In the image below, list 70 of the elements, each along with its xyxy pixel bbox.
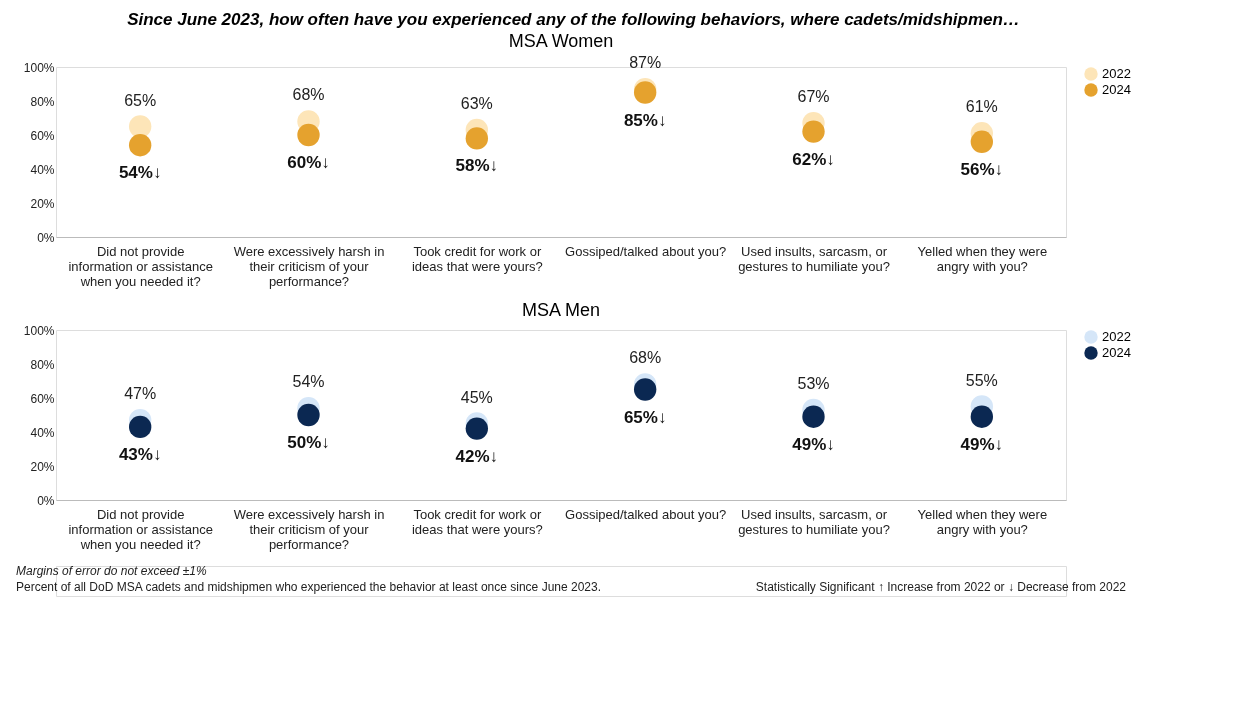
x-tick-label: Were excessively harsh in their criticism of your performance? (233, 243, 385, 289)
legend-label: 2022 (1102, 329, 1131, 344)
x-tick-label: Were excessively harsh in their criticism of your performance? (233, 506, 385, 552)
y-tick-label: 0% (37, 230, 55, 245)
data-label: 54% (292, 373, 325, 391)
point (128, 115, 152, 138)
y-tick-label: 100% (23, 323, 55, 338)
data-label: 68% (292, 86, 325, 104)
data-label: 60%↓ (287, 153, 330, 172)
data-label: 63% (460, 94, 493, 112)
data-label: 87% (629, 54, 662, 72)
y-tick-label: 60% (30, 128, 55, 143)
x-tick-label: Used insults, sarcasm, or gestures to humiliate you? (738, 243, 890, 274)
point (128, 134, 152, 157)
y-tick-label: 20% (30, 196, 55, 211)
data-label: 49%↓ (792, 434, 835, 454)
x-tick-label: Took credit for work or ideas that were yours? (411, 243, 543, 274)
data-label: 55% (965, 371, 998, 389)
y-tick-label: 80% (30, 94, 55, 109)
chart-subtitle: MSA Women (508, 31, 614, 52)
data-label: 42%↓ (455, 446, 499, 466)
y-tick-label: 60% (30, 391, 55, 406)
point (802, 405, 825, 428)
data-label: 68% (629, 349, 662, 367)
data-label: 53% (797, 374, 830, 392)
chart-title: MSA Men (521, 300, 601, 320)
point (297, 403, 320, 427)
x-tick-label: Gossiped/talked about you? (565, 243, 727, 259)
data-label: 50%↓ (287, 433, 330, 452)
y-tick-label: 20% (30, 459, 55, 474)
point (802, 120, 825, 143)
data-label: 56%↓ (960, 159, 1004, 179)
data-label: 67% (797, 88, 830, 106)
point (970, 130, 994, 153)
point (297, 123, 320, 147)
data-label: 61% (965, 98, 998, 116)
point (465, 417, 489, 440)
text: Statistically Significant ↑ Increase from 2022 or ↓ Decrease from 2022 (755, 580, 1127, 594)
x-tick-label: Yelled when they were angry with you? (917, 506, 1048, 537)
data-label: 58%↓ (455, 156, 499, 176)
data-label: 49%↓ (960, 434, 1004, 454)
data-label: 65% (124, 91, 157, 109)
y-tick-label: 80% (30, 357, 55, 372)
x-tick-label: Gossiped/talked about you? (565, 506, 727, 522)
point (465, 127, 489, 150)
text: Margins of error do not exceed ±1% (16, 564, 208, 578)
x-tick-label: Yelled when they were angry with you? (917, 243, 1048, 274)
y-tick-label: 0% (37, 493, 55, 508)
point (633, 378, 657, 401)
data-label: 65%↓ (623, 407, 667, 427)
data-label: 85%↓ (623, 110, 667, 130)
x-tick-label: Used insults, sarcasm, or gestures to humiliate you? (738, 506, 890, 537)
legend-label: 2024 (1102, 345, 1131, 360)
x-tick-label: Did not provide information or assistance when you needed it? (68, 506, 213, 552)
x-tick-label: Did not provide information or assistance when you needed it? (68, 243, 213, 289)
data-label: 54%↓ (118, 163, 162, 183)
legend-label: 2022 (1102, 66, 1131, 81)
point (128, 415, 152, 439)
data-label: 47% (124, 385, 157, 403)
point (970, 405, 994, 428)
text: Percent of all DoD MSA cadets and midshipmen who experienced the behavior at least once since June 2023. (16, 580, 602, 594)
y-tick-label: 40% (30, 425, 55, 440)
x-tick-label: Took credit for work or ideas that were yours? (411, 506, 543, 537)
data-label: 62%↓ (792, 149, 835, 169)
chart-title: Since June 2023, how often have you experienced any of the following behaviors, where cadets/midshipmen… (127, 9, 1020, 29)
data-label: 45% (460, 388, 493, 406)
y-tick-label: 100% (23, 60, 55, 75)
data-label: 43%↓ (118, 444, 162, 464)
y-tick-label: 40% (30, 162, 55, 177)
legend-label: 2024 (1102, 82, 1131, 97)
